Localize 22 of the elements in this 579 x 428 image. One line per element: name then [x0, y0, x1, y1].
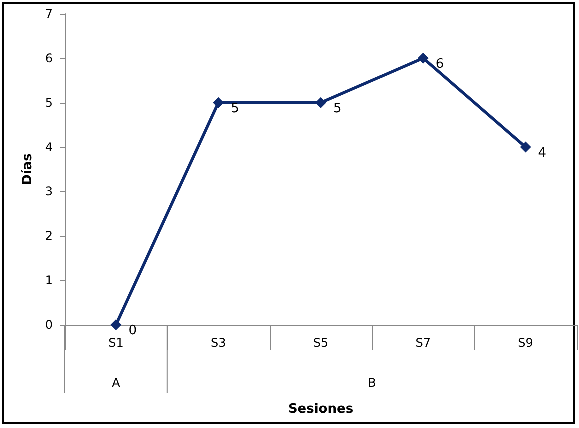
- y-tick-label: 7: [45, 7, 53, 21]
- y-tick-label: 2: [45, 229, 53, 244]
- text: A: [112, 376, 122, 390]
- x-tick-label: S1: [108, 336, 124, 350]
- y-tick-label: 4: [45, 140, 53, 154]
- x-tick-label: S3: [210, 336, 226, 350]
- text: B: [368, 376, 376, 390]
- x-tick-label: S9: [518, 336, 534, 350]
- x-axis-title: Sesiones: [288, 402, 354, 417]
- y-tick-label: 5: [45, 96, 53, 110]
- x-tick-label: S7: [416, 336, 432, 350]
- data-label: 5: [334, 101, 342, 116]
- y-tick-label: 1: [45, 274, 53, 288]
- x-tick-label: S5: [313, 336, 329, 350]
- data-label: 4: [538, 146, 547, 161]
- data-label: 6: [436, 56, 444, 72]
- data-label: 0: [128, 324, 137, 338]
- y-tick-label: 0: [45, 318, 53, 332]
- y-tick-label: 6: [45, 51, 53, 66]
- data-label: 5: [231, 101, 240, 116]
- y-axis-title: Días: [20, 153, 36, 186]
- y-tick-label: 3: [45, 184, 53, 199]
